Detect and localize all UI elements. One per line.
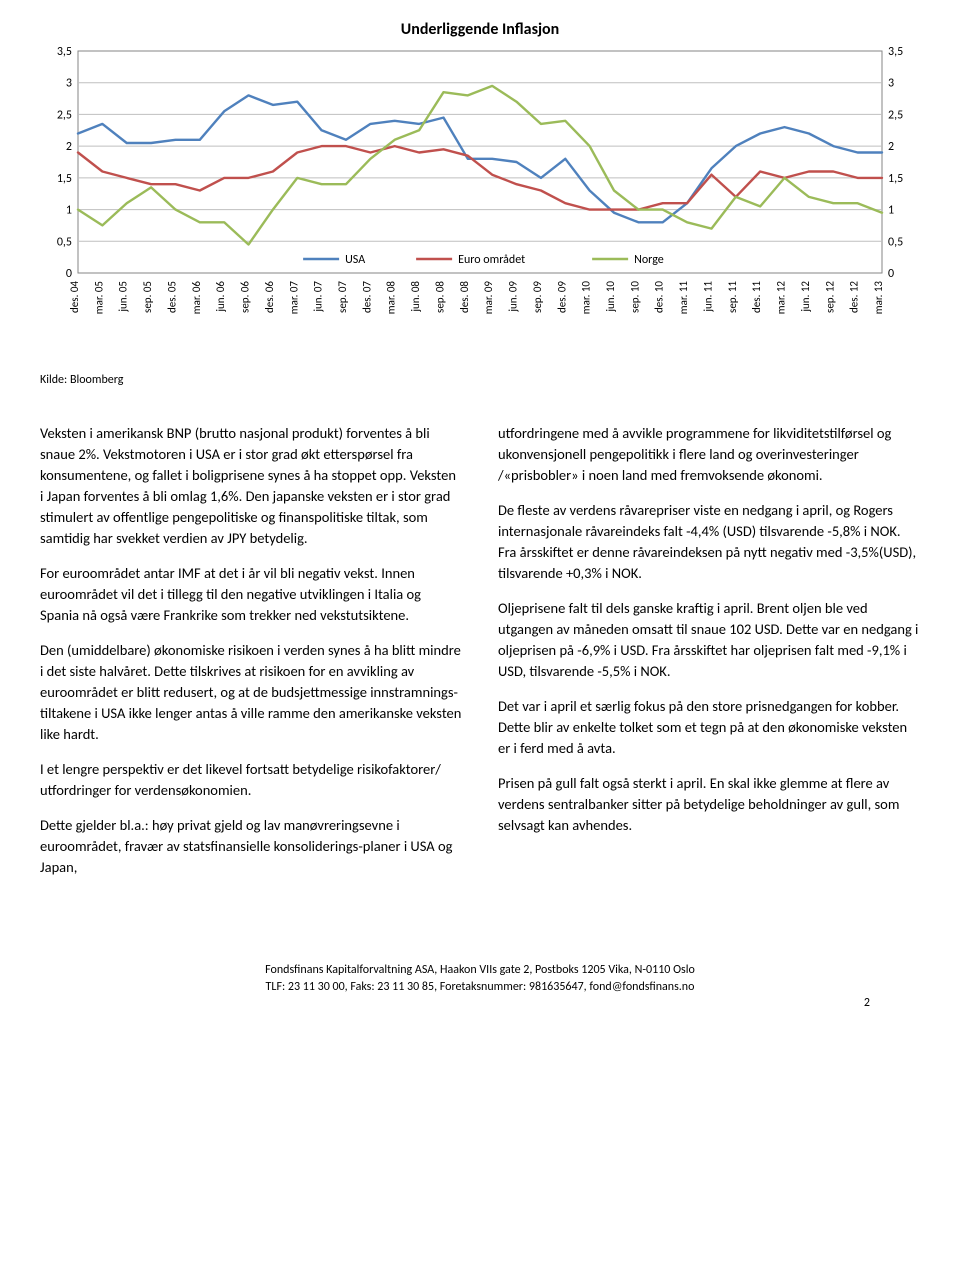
chart-source: Kilde: Bloomberg (40, 373, 920, 387)
svg-text:des. 10: des. 10 (653, 281, 666, 313)
column-left: Veksten i amerikansk BNP (brutto nasjona… (40, 423, 462, 892)
svg-text:1,5: 1,5 (57, 172, 72, 186)
svg-text:1: 1 (66, 204, 72, 218)
svg-text:sep. 11: sep. 11 (726, 281, 739, 313)
svg-text:jun. 10: jun. 10 (604, 281, 617, 313)
svg-text:sep. 12: sep. 12 (823, 281, 836, 313)
svg-text:Euro området: Euro området (458, 253, 525, 267)
svg-text:2,5: 2,5 (888, 108, 903, 122)
svg-text:3: 3 (66, 77, 72, 91)
footer: Fondsfinans Kapitalforvaltning ASA, Haak… (40, 962, 920, 996)
svg-text:des. 08: des. 08 (458, 281, 471, 313)
svg-text:jun. 09: jun. 09 (507, 281, 520, 313)
chart-container: Underliggende Inflasjon 0 0 0,5 0,5 1 1 1,5 1,5… (40, 20, 920, 365)
svg-text:des. 11: des. 11 (750, 281, 763, 313)
svg-text:des. 07: des. 07 (360, 281, 373, 313)
svg-text:des. 06: des. 06 (263, 281, 276, 313)
chart-title: Underliggende Inflasjon (40, 20, 920, 39)
svg-text:2,5: 2,5 (57, 108, 72, 122)
svg-text:mar. 11: mar. 11 (677, 281, 690, 315)
body-paragraph: Det var i april et særlig fokus på den s… (498, 696, 920, 759)
footer-line2: TLF: 23 11 30 00, Faks: 23 11 30 85, For… (40, 979, 920, 996)
svg-text:jun. 05: jun. 05 (117, 281, 130, 313)
svg-text:sep. 07: sep. 07 (336, 281, 349, 313)
svg-text:0,5: 0,5 (57, 235, 72, 249)
svg-text:mar. 12: mar. 12 (775, 281, 788, 315)
svg-text:3,5: 3,5 (57, 45, 72, 59)
svg-text:mar. 10: mar. 10 (580, 281, 593, 315)
svg-text:mar. 06: mar. 06 (190, 281, 203, 315)
body-paragraph: De fleste av verdens råvarepriser viste … (498, 500, 920, 584)
svg-text:mar. 05: mar. 05 (92, 281, 105, 314)
svg-text:Norge: Norge (634, 253, 664, 267)
svg-text:sep. 06: sep. 06 (239, 281, 252, 313)
svg-text:mar. 07: mar. 07 (287, 281, 300, 315)
svg-text:sep. 10: sep. 10 (628, 281, 641, 313)
svg-text:USA: USA (345, 253, 365, 267)
svg-text:3,5: 3,5 (888, 45, 903, 59)
page-number: 2 (864, 996, 870, 1010)
svg-text:jun. 07: jun. 07 (312, 281, 325, 313)
svg-text:mar. 08: mar. 08 (385, 281, 398, 315)
svg-text:jun. 06: jun. 06 (214, 281, 227, 313)
svg-text:mar. 13: mar. 13 (872, 281, 885, 315)
body-columns: Veksten i amerikansk BNP (brutto nasjona… (40, 423, 920, 892)
inflation-chart: 0 0 0,5 0,5 1 1 1,5 1,5 2 2 2,5 2,5 3 3 3,5 3,5 des. 04 m… (40, 45, 920, 365)
svg-text:sep. 05: sep. 05 (141, 281, 154, 313)
footer-line1: Fondsfinans Kapitalforvaltning ASA, Haak… (40, 962, 920, 979)
svg-text:0: 0 (888, 267, 894, 281)
svg-text:1: 1 (888, 204, 894, 218)
svg-text:sep. 08: sep. 08 (433, 281, 446, 313)
body-paragraph: For euroområdet antar IMF at det i år vi… (40, 563, 462, 626)
svg-text:jun. 11: jun. 11 (701, 281, 714, 313)
svg-text:0,5: 0,5 (888, 235, 903, 249)
svg-text:mar. 09: mar. 09 (482, 281, 495, 315)
svg-text:0: 0 (66, 267, 72, 281)
body-paragraph: I et lengre perspektiv er det likevel fo… (40, 759, 462, 801)
svg-text:des. 04: des. 04 (68, 281, 81, 313)
body-paragraph: Veksten i amerikansk BNP (brutto nasjona… (40, 423, 462, 549)
column-right: utfordringene med å avvikle programmene … (498, 423, 920, 892)
svg-text:sep. 09: sep. 09 (531, 281, 544, 313)
body-paragraph: Dette gjelder bl.a.: høy privat gjeld og… (40, 815, 462, 878)
svg-text:jun. 08: jun. 08 (409, 281, 422, 313)
svg-text:des. 12: des. 12 (848, 281, 861, 313)
svg-text:3: 3 (888, 77, 894, 91)
svg-text:1,5: 1,5 (888, 172, 903, 186)
body-paragraph: Prisen på gull falt også sterkt i april.… (498, 773, 920, 836)
body-paragraph: Den (umiddelbare) økonomiske risikoen i … (40, 640, 462, 745)
body-paragraph: utfordringene med å avvikle programmene … (498, 423, 920, 486)
svg-text:2: 2 (66, 140, 72, 154)
svg-text:des. 05: des. 05 (165, 281, 178, 313)
svg-text:jun. 12: jun. 12 (799, 281, 812, 313)
body-paragraph: Oljeprisene falt til dels ganske kraftig… (498, 598, 920, 682)
svg-text:2: 2 (888, 140, 894, 154)
svg-text:des. 09: des. 09 (555, 281, 568, 313)
